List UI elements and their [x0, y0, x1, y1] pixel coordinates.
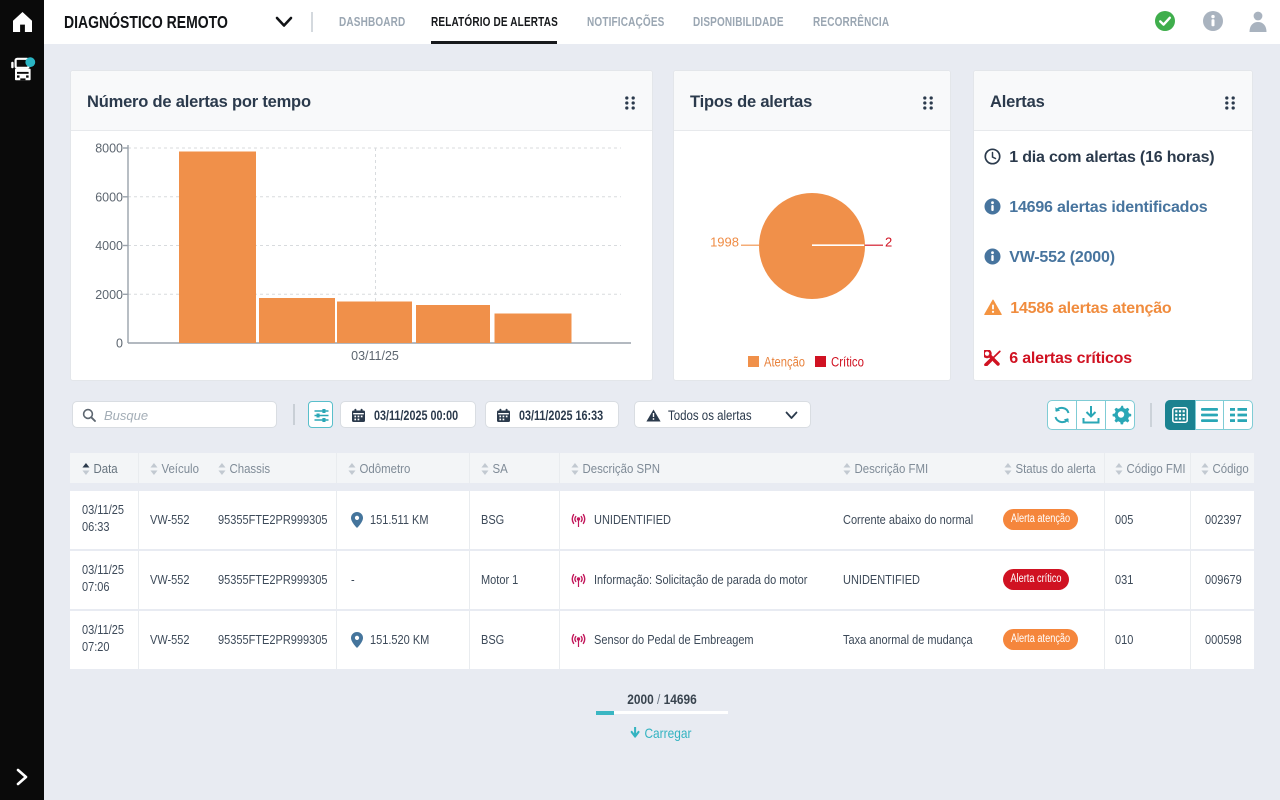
- svg-text:8000: 8000: [95, 142, 123, 156]
- svg-text:0: 0: [116, 337, 123, 351]
- svg-text:4000: 4000: [95, 239, 123, 253]
- svg-text:1998: 1998: [710, 235, 739, 250]
- svg-text:Atenção: Atenção: [764, 355, 805, 370]
- svg-text:Crítico: Crítico: [831, 355, 864, 370]
- svg-text:2: 2: [885, 235, 892, 250]
- svg-text:2000: 2000: [95, 288, 123, 302]
- svg-text:6000: 6000: [95, 190, 123, 204]
- svg-text:03/11/25: 03/11/25: [351, 349, 399, 363]
